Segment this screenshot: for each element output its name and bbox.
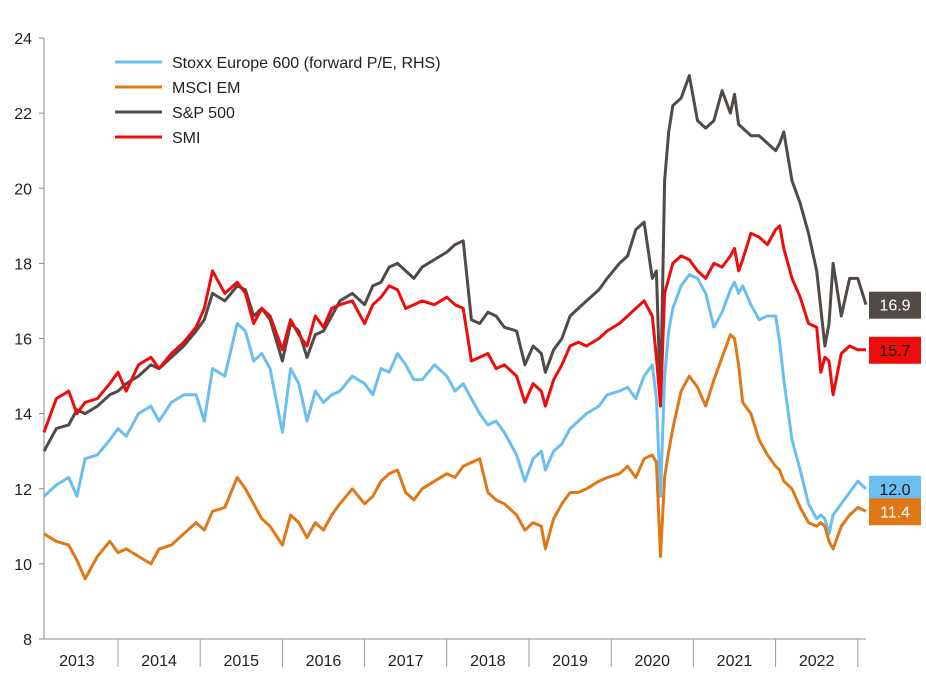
y-tick-label: 22 bbox=[14, 106, 32, 123]
x-tick-label: 2015 bbox=[223, 653, 259, 670]
series-lines bbox=[42, 74, 868, 581]
end-label-box bbox=[869, 336, 921, 364]
end-value-labels: 16.9 15.7 12.0 11.4 bbox=[869, 291, 921, 526]
y-tick-label: 16 bbox=[14, 332, 32, 349]
end-label-stoxx: 12.0 bbox=[869, 475, 921, 503]
legend: Stoxx Europe 600 (forward P/E, RHS) MSCI… bbox=[115, 55, 441, 147]
x-tick-label: 2021 bbox=[717, 653, 753, 670]
y-tick-label: 12 bbox=[14, 482, 32, 499]
x-tick-label: 2019 bbox=[552, 653, 588, 670]
legend-item-smi: SMI bbox=[115, 130, 200, 147]
end-label-msci-em: 11.4 bbox=[869, 498, 921, 526]
series-line-smi bbox=[42, 224, 866, 433]
legend-item-sp500: S&P 500 bbox=[115, 105, 235, 122]
legend-item-msci-em: MSCI EM bbox=[115, 80, 240, 97]
y-tick-label: 14 bbox=[14, 407, 32, 424]
end-label-value: 12.0 bbox=[879, 482, 910, 499]
end-label-box bbox=[869, 291, 921, 319]
y-axis-ticks: 8 10 12 14 16 18 20 22 24 bbox=[14, 31, 44, 649]
y-tick-label: 18 bbox=[14, 256, 32, 273]
x-tick-label: 2018 bbox=[470, 653, 506, 670]
legend-label-smi: SMI bbox=[172, 130, 200, 147]
series-line-msci-em bbox=[43, 333, 867, 581]
series-line-sp500 bbox=[42, 74, 868, 452]
legend-label-msci-em: MSCI EM bbox=[172, 80, 240, 97]
legend-label-sp500: S&P 500 bbox=[172, 105, 235, 122]
end-label-value: 16.9 bbox=[879, 298, 910, 315]
y-tick-label: 8 bbox=[23, 632, 32, 649]
x-tick-label: 2017 bbox=[388, 653, 424, 670]
end-label-box bbox=[869, 498, 921, 526]
series-line-stoxx bbox=[42, 273, 868, 536]
x-tick-label: 2022 bbox=[799, 653, 835, 670]
x-tick-label: 2016 bbox=[306, 653, 342, 670]
legend-item-stoxx: Stoxx Europe 600 (forward P/E, RHS) bbox=[115, 55, 441, 72]
x-axis-ticks: 2013 2014 2015 2016 2017 2018 2019 2020 2021 2022 bbox=[59, 639, 859, 670]
end-label-box bbox=[869, 475, 921, 503]
x-tick-label: 2014 bbox=[141, 653, 177, 670]
x-tick-label: 2020 bbox=[634, 653, 670, 670]
end-label-sp500: 16.9 bbox=[869, 291, 921, 319]
y-tick-label: 10 bbox=[14, 557, 32, 574]
legend-label-stoxx: Stoxx Europe 600 (forward P/E, RHS) bbox=[172, 55, 441, 72]
end-label-value: 15.7 bbox=[879, 343, 910, 360]
end-label-value: 11.4 bbox=[880, 504, 910, 521]
end-label-smi: 15.7 bbox=[869, 336, 921, 364]
y-tick-label: 20 bbox=[14, 181, 32, 198]
y-tick-label: 24 bbox=[14, 31, 32, 48]
x-tick-label: 2013 bbox=[59, 653, 95, 670]
